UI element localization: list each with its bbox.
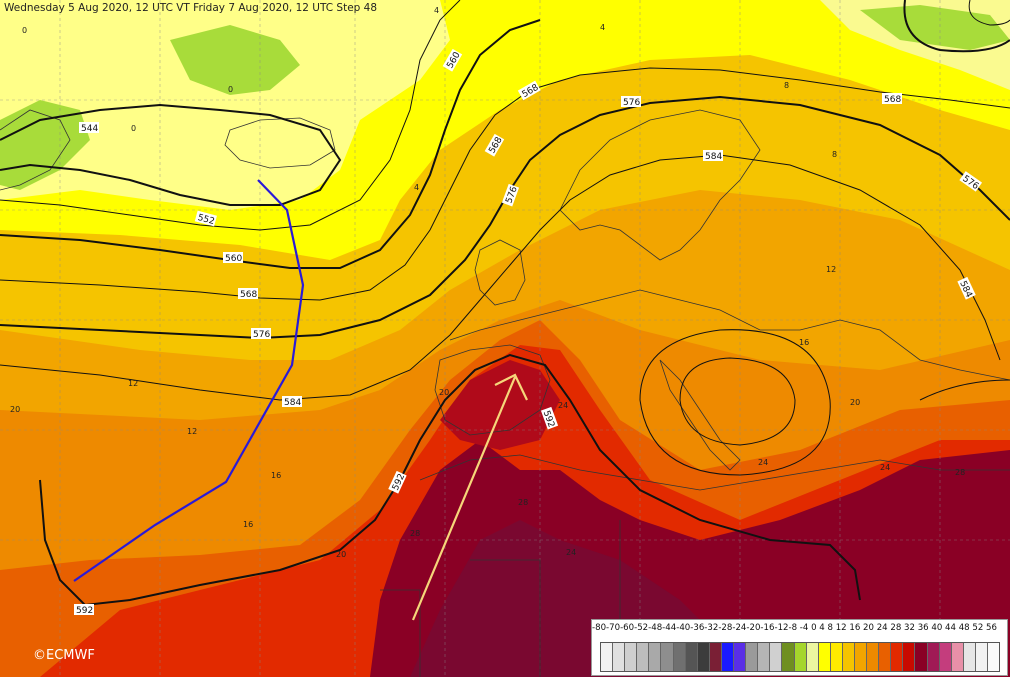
color-legend: -80-70-60-52-48-44-40-36-32-28-24-20-16-… xyxy=(591,619,1008,676)
trajectory-yellow xyxy=(411,376,517,621)
legend-swatch xyxy=(758,643,771,671)
legend-swatch xyxy=(879,643,892,671)
contour-ring-center xyxy=(919,379,1010,401)
temp-label: 28 xyxy=(518,498,528,507)
legend-swatch xyxy=(988,643,1000,671)
legend-swatch xyxy=(685,643,698,671)
legend-swatch xyxy=(818,643,831,671)
contour-label: 568 xyxy=(240,290,257,300)
legend-swatch xyxy=(842,643,855,671)
ecmwf-copyright: ©ECMWF xyxy=(33,648,95,663)
temp-label: 12 xyxy=(128,379,138,388)
legend-swatch xyxy=(903,643,916,671)
temp-label: 24 xyxy=(880,463,890,472)
temp-label: 0 xyxy=(228,85,233,94)
legend-swatch xyxy=(709,643,722,671)
chart-header: Wednesday 5 Aug 2020, 12 UTC VT Friday 7… xyxy=(4,2,378,14)
contour-label: 568 xyxy=(884,95,901,105)
legend-swatch xyxy=(697,643,710,671)
legend-swatch xyxy=(867,643,880,671)
temp-label: 8 xyxy=(784,81,789,90)
contour-ring-inner xyxy=(679,357,796,446)
legend-swatch xyxy=(673,643,686,671)
temp-label: 0 xyxy=(22,26,27,35)
fill-green-greenland xyxy=(0,100,90,190)
legend-swatch xyxy=(806,643,819,671)
contour-low-ne-2 xyxy=(968,0,1010,26)
temp-label: 12 xyxy=(187,427,197,436)
temp-label: 8 xyxy=(832,150,837,159)
legend-swatch xyxy=(601,643,614,671)
temp-label: 4 xyxy=(600,23,605,32)
temp-label: 16 xyxy=(243,520,253,529)
legend-swatch xyxy=(637,643,650,671)
contour-label: 552 xyxy=(196,213,215,227)
legend-swatch xyxy=(613,643,626,671)
fill-dark-red-iberia xyxy=(440,360,560,450)
contour-label: 584 xyxy=(705,152,722,162)
legend-swatch xyxy=(915,643,928,671)
temp-label: 24 xyxy=(758,458,768,467)
greenland-coast xyxy=(0,109,71,191)
legend-swatch xyxy=(794,643,807,671)
trajectory-yellow-arrowhead xyxy=(494,373,528,401)
temp-label: 16 xyxy=(271,471,281,480)
temp-label: 0 xyxy=(131,124,136,133)
europe-coast xyxy=(449,289,1010,381)
trajectory-blue xyxy=(73,179,305,582)
contour-label: 544 xyxy=(81,124,98,134)
legend-swatch xyxy=(625,643,638,671)
contour-544 xyxy=(0,103,342,206)
contour-568 xyxy=(0,67,1010,301)
temp-label: 4 xyxy=(434,6,439,15)
legend-swatch xyxy=(854,643,868,671)
temp-label: 24 xyxy=(558,401,568,410)
legend-swatch xyxy=(891,643,904,671)
contour-ring-outer xyxy=(639,329,831,476)
legend-labels: -80-70-60-52-48-44-40-36-32-28-24-20-16-… xyxy=(592,623,997,633)
legend-swatch xyxy=(782,643,795,671)
temp-label: 12 xyxy=(826,265,836,274)
legend-swatch xyxy=(963,643,976,671)
uk-coast xyxy=(474,239,526,306)
temp-label: 20 xyxy=(850,398,860,407)
legend-swatch xyxy=(975,643,988,671)
contour-label: 560 xyxy=(225,254,242,264)
legend-swatch xyxy=(661,643,674,671)
legend-swatch xyxy=(927,643,940,671)
fill-green-iceland xyxy=(170,25,300,95)
contour-low-ne xyxy=(903,0,1010,53)
africa-coast xyxy=(419,454,1010,491)
contour-label: 576 xyxy=(623,98,640,108)
iberia-coast xyxy=(434,344,551,436)
contour-592 xyxy=(39,353,861,607)
contour-560 xyxy=(0,19,541,269)
italy-coast xyxy=(659,359,741,471)
contour-label: 576 xyxy=(253,330,270,340)
legend-swatch xyxy=(649,643,662,671)
legend-swatch xyxy=(746,643,759,671)
temperature-labels: 0 0 0 4 4 4 8 8 12 12 12 16 16 16 20 20 … xyxy=(10,6,965,559)
legend-swatch xyxy=(939,643,952,671)
contour-552 xyxy=(0,0,461,231)
legend-swatch xyxy=(734,643,747,671)
legend-swatch xyxy=(951,643,964,671)
temp-label: 28 xyxy=(955,468,965,477)
temp-label: 28 xyxy=(410,529,420,538)
scandinavia-coast xyxy=(559,109,761,261)
legend-color-bar xyxy=(600,642,1000,672)
temp-label: 4 xyxy=(414,183,419,192)
legend-swatch xyxy=(721,643,735,671)
temp-label: 16 xyxy=(799,338,809,347)
legend-swatch xyxy=(770,643,783,671)
temp-label: 20 xyxy=(439,388,449,397)
contour-label: 584 xyxy=(284,398,301,408)
temp-label: 20 xyxy=(10,405,20,414)
contour-label: 592 xyxy=(76,606,93,616)
legend-swatch xyxy=(830,643,843,671)
temp-label: 20 xyxy=(336,550,346,559)
temp-label: 24 xyxy=(566,548,576,557)
